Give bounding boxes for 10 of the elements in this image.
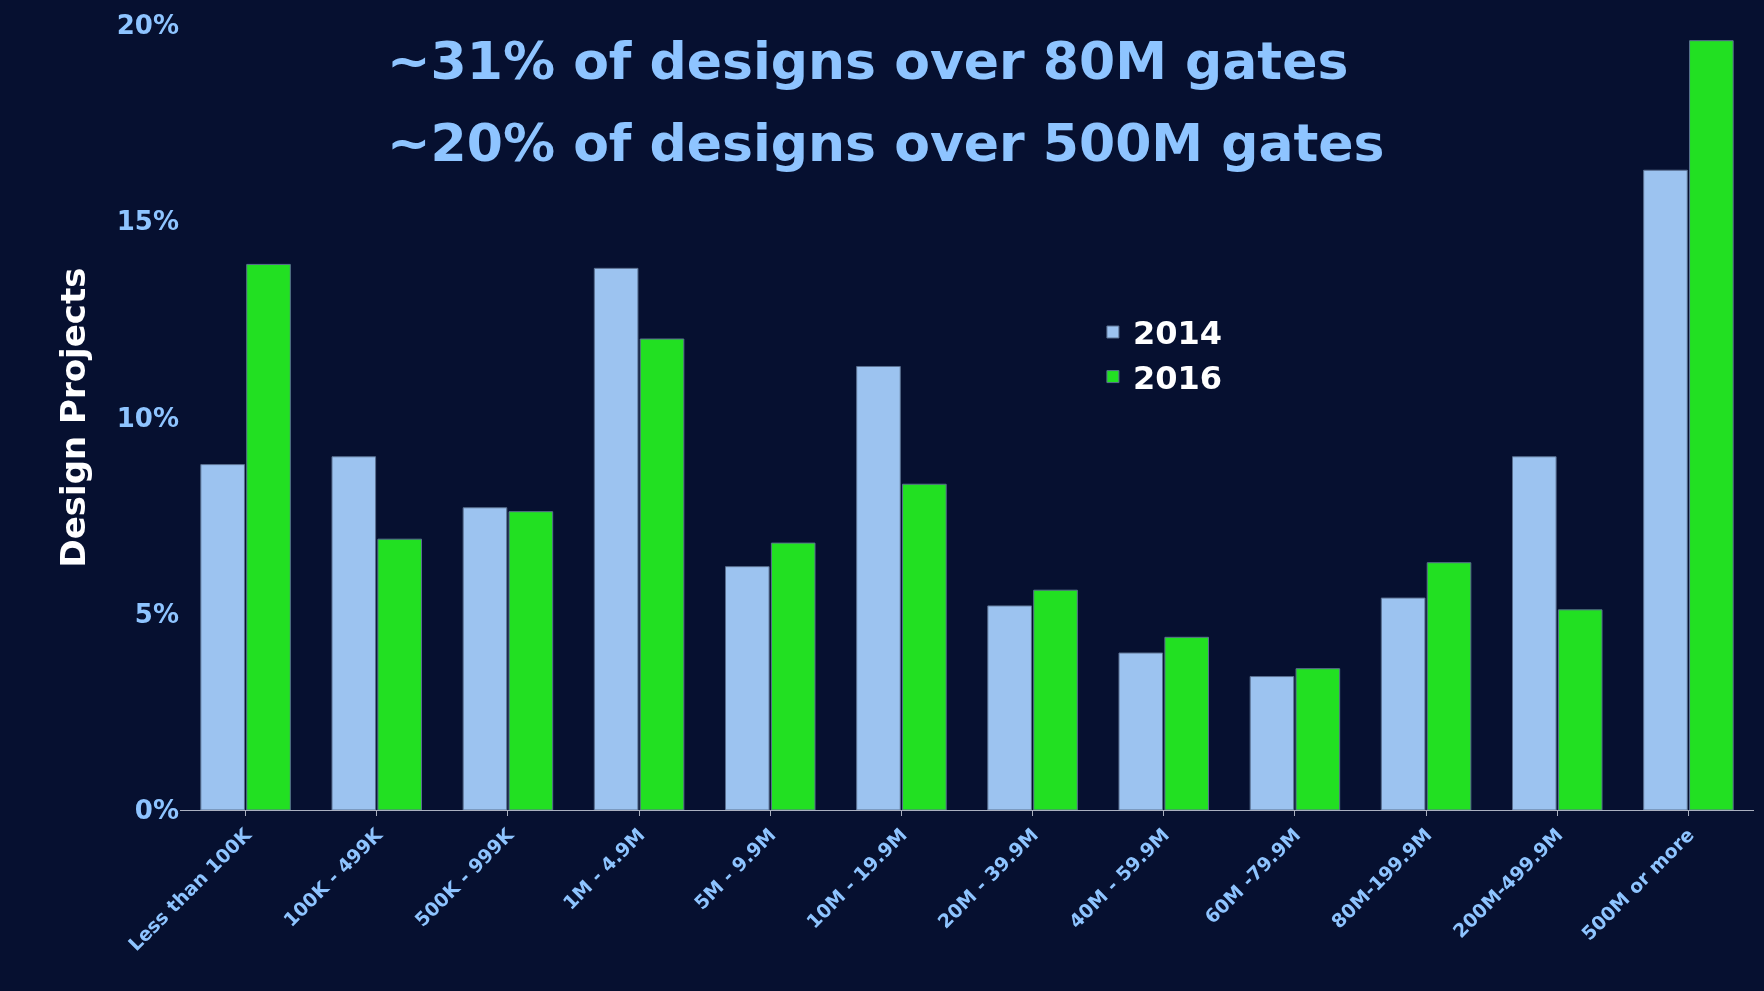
y-axis-title: Design Projects bbox=[53, 267, 94, 568]
y-tick-label: 10% bbox=[116, 402, 179, 433]
legend-label: 2016 bbox=[1132, 359, 1222, 398]
y-tick-label: 0% bbox=[134, 795, 179, 826]
y-tick-label: 5% bbox=[134, 598, 179, 629]
y-tick-label: 20% bbox=[116, 10, 179, 41]
annotation: ~31% of designs over 80M gates bbox=[387, 31, 1349, 91]
y-tick-label: 15% bbox=[116, 206, 179, 237]
legend-label: 2014 bbox=[1132, 314, 1222, 353]
annotation: ~20% of designs over 500M gates bbox=[387, 113, 1385, 173]
